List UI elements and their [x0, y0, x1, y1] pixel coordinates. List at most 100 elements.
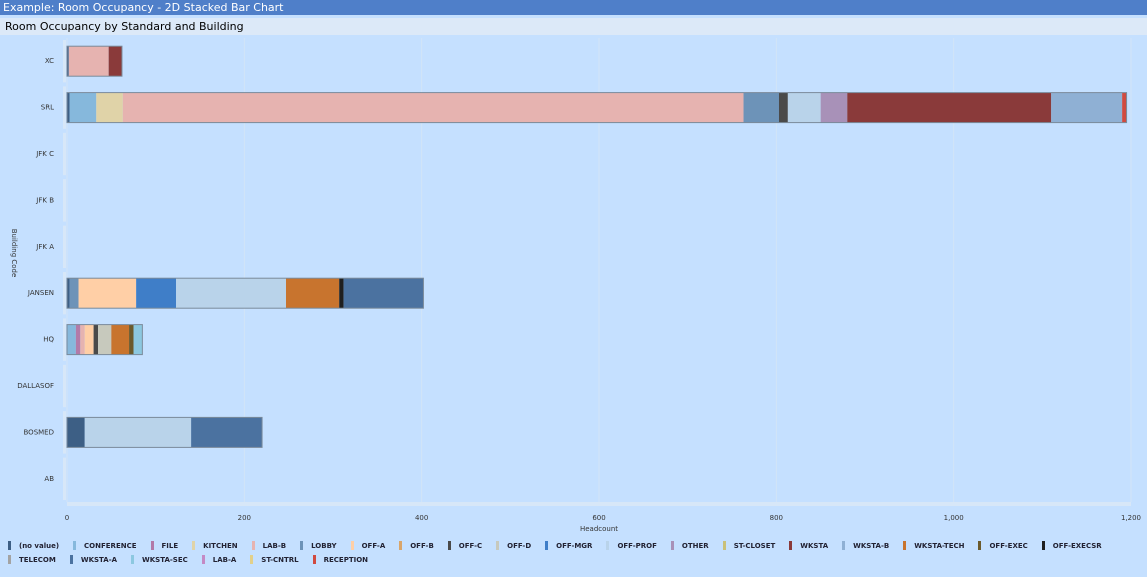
legend-item: LOBBY — [300, 540, 337, 551]
legend-label: OFF-PROF — [617, 541, 657, 550]
legend-item: TELECOM — [8, 554, 56, 565]
legend-label: OFF-C — [458, 541, 483, 550]
y-tick-label: XC — [45, 57, 54, 65]
x-tick-label: 1,000 — [944, 514, 964, 522]
legend-label: ST-CNTRL — [261, 555, 299, 564]
legend-item: OFF-MGR — [545, 540, 592, 551]
legend-swatch — [250, 555, 254, 564]
band-separator — [63, 318, 66, 361]
bar-segment — [343, 278, 424, 309]
legend: (no value) CONFERENCE FILE KITCHEN LAB-B LOBB… — [8, 540, 1143, 565]
bar-outline — [66, 324, 143, 356]
legend-item: OFF-C — [447, 540, 483, 551]
legend-swatch — [251, 541, 255, 550]
legend-label: OFF-MGR — [556, 541, 593, 550]
band-separator — [63, 40, 66, 83]
legend-label: OTHER — [681, 541, 709, 550]
bar-outline — [66, 277, 424, 309]
legend-item: OTHER — [670, 540, 709, 551]
band-separator — [63, 86, 66, 129]
legend-swatch — [496, 541, 500, 550]
legend-label: OFF-D — [507, 541, 532, 550]
legend-item: OFF-EXECSR — [1041, 540, 1102, 551]
legend-label: LOBBY — [311, 541, 337, 550]
legend-label: FILE — [161, 541, 179, 550]
legend-item: LAB-B — [251, 540, 287, 551]
x-tick-label: 800 — [770, 514, 783, 522]
bar-segment — [111, 324, 130, 355]
legend-item: ST-CLOSET — [722, 540, 776, 551]
legend-item: WKSTA-A — [69, 554, 118, 565]
legend-swatch — [350, 541, 354, 550]
y-axis-label: Building Code — [10, 229, 18, 278]
legend-swatch — [545, 541, 549, 550]
legend-label: OFF-A — [361, 541, 386, 550]
y-tick-label: JFK C — [35, 150, 54, 158]
x-tick-label: 400 — [415, 514, 428, 522]
legend-label: OFF-B — [410, 541, 434, 550]
legend-item: OFF-B — [399, 540, 434, 551]
bar-segment — [787, 92, 821, 123]
bar-segment — [339, 278, 344, 309]
legend-item: WKSTA-B — [842, 540, 889, 551]
legend-label: OFF-EXEC — [989, 541, 1028, 550]
bar-segment — [69, 278, 79, 309]
legend-swatch — [903, 541, 907, 550]
legend-item: OFF-EXEC — [978, 540, 1028, 551]
band-separator — [63, 132, 66, 176]
legend-label: WKSTA-A — [80, 555, 118, 564]
x-tick-label: 0 — [65, 514, 69, 522]
bar-outline — [66, 416, 263, 448]
legend-label: WKSTA-B — [853, 541, 890, 550]
legend-item: (no value) — [8, 540, 59, 551]
legend-swatch — [978, 541, 982, 550]
bar-segment — [98, 324, 112, 355]
bar-segment — [75, 324, 81, 355]
legend-item: WKSTA — [789, 540, 828, 551]
bar-outline — [66, 92, 1128, 124]
x-axis-label: Headcount — [580, 525, 618, 533]
y-tick-label: JFK B — [35, 196, 54, 204]
bar-segment — [67, 417, 85, 448]
legend-label: LAB-A — [212, 555, 237, 564]
y-tick-label: HQ — [43, 336, 54, 344]
bar-segment — [820, 92, 848, 123]
legend-swatch — [1041, 541, 1045, 550]
x-axis-strip — [67, 502, 1131, 506]
legend-item: ST-CNTRL — [250, 554, 299, 565]
legend-label: LAB-B — [262, 541, 287, 550]
bar-segment — [84, 417, 192, 448]
band-separator — [63, 179, 66, 222]
x-tick-label: 200 — [238, 514, 251, 522]
bar-segment — [743, 92, 779, 123]
legend-swatch — [670, 541, 674, 550]
y-tick-label: JFK A — [35, 243, 54, 251]
legend-item: KITCHEN — [192, 540, 238, 551]
legend-label: WKSTA-SEC — [142, 555, 188, 564]
bar-segment — [67, 324, 76, 355]
legend-label: OFF-EXECSR — [1052, 541, 1102, 550]
legend-swatch — [131, 555, 135, 564]
bar-segment — [67, 92, 70, 123]
legend-swatch — [8, 555, 11, 564]
legend-label: ST-CLOSET — [733, 541, 776, 550]
legend-label: KITCHEN — [203, 541, 238, 550]
legend-swatch — [789, 541, 793, 550]
y-tick-label: AB — [44, 475, 54, 483]
bar-segment — [136, 278, 177, 309]
legend-swatch — [312, 555, 316, 564]
bar-segment — [80, 324, 85, 355]
legend-label: WKSTA — [800, 541, 829, 550]
legend-swatch — [399, 541, 403, 550]
bar-segment — [286, 278, 340, 309]
band-separator — [63, 225, 66, 268]
band-separator — [63, 411, 66, 454]
bar-segment — [78, 278, 137, 309]
legend-label: CONFERENCE — [84, 541, 137, 550]
legend-swatch — [192, 541, 196, 550]
legend-label: WKSTA-TECH — [914, 541, 965, 550]
bar-segment — [191, 417, 263, 448]
legend-label: RECEPTION — [323, 555, 369, 564]
legend-swatch — [69, 555, 73, 564]
